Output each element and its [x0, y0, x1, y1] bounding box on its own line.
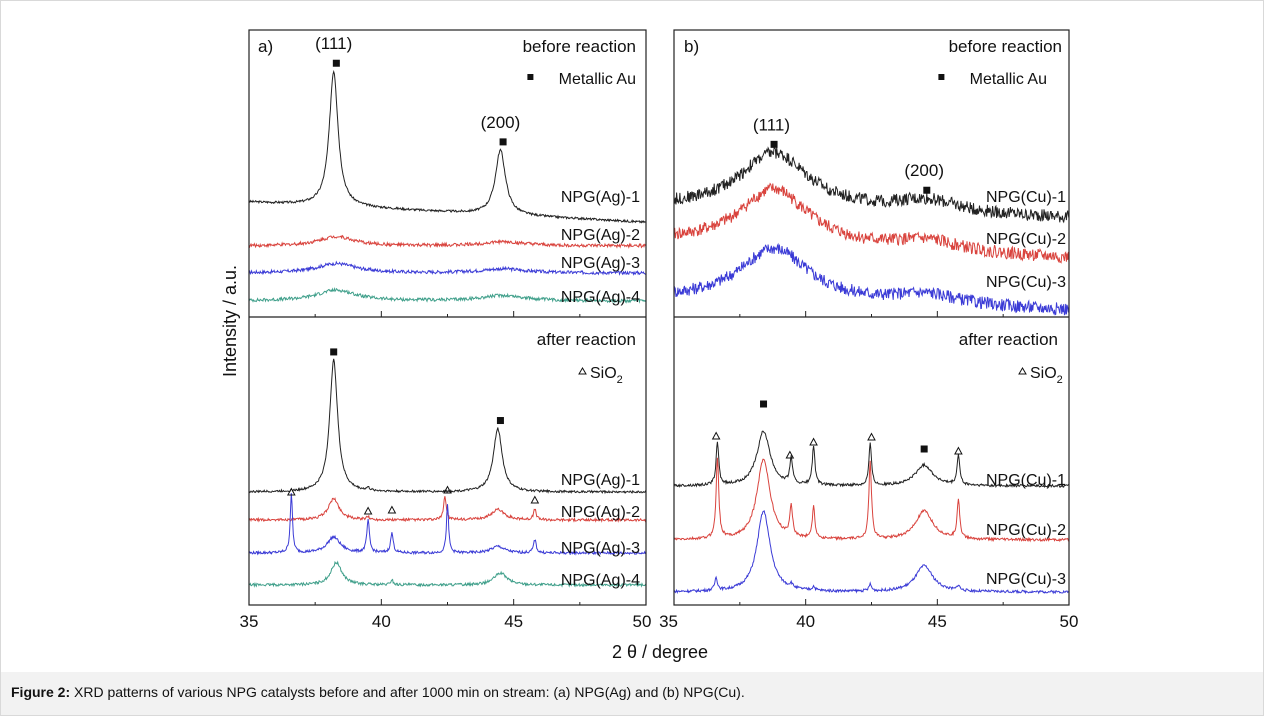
x-tick-label: 45 — [928, 612, 947, 631]
x-tick-label: 40 — [372, 612, 391, 631]
legend-text-main: SiO — [1030, 365, 1057, 382]
legend-text-sub: 2 — [617, 374, 623, 386]
panel-a-after: NPG(Ag)-1 NPG(Ag)-2 NPG(Ag)-3 NPG(Ag)-4 afte… — [249, 330, 646, 589]
figure-caption: Figure 2: XRD patterns of various NPG ca… — [11, 684, 745, 700]
sio2-triangle-marker — [785, 450, 795, 459]
series-line-NPG(Ag)-3 — [249, 260, 646, 276]
sio2-triangle-marker — [954, 446, 963, 455]
panel-header: after reaction — [959, 330, 1058, 349]
sio2-triangle-marker — [363, 506, 373, 515]
legend-text: SiO2 — [1030, 365, 1063, 386]
series-label: NPG(Cu)-1 — [986, 189, 1066, 206]
caption-bar: Figure 2: XRD patterns of various NPG ca… — [1, 672, 1263, 715]
miller-index-label: (200) — [904, 161, 944, 180]
au-square-marker — [770, 140, 778, 148]
x-tick-label: 45 — [504, 612, 523, 631]
legend-item: SiO2 — [1018, 365, 1063, 386]
series-line-NPG(Ag)-2 — [249, 496, 646, 523]
caption-text: XRD patterns of various NPG catalysts be… — [70, 684, 745, 700]
panel-b-after: NPG(Cu)-1 NPG(Cu)-2 NPG(Cu)-3 after reactio… — [674, 330, 1069, 595]
series-line-NPG(Cu)-2 — [674, 182, 1069, 264]
panel-header: before reaction — [949, 37, 1062, 56]
sio2-triangle-marker — [443, 485, 452, 494]
series-line-NPG(Cu)-3 — [674, 242, 1069, 316]
legend-triangle-marker — [1018, 367, 1027, 375]
series-label: NPG(Cu)-3 — [986, 571, 1066, 588]
au-square-marker — [923, 186, 931, 194]
sio2-triangle-marker — [387, 505, 397, 514]
series-line-NPG(Ag)-2 — [249, 234, 646, 249]
legend-item: Metallic Au — [938, 71, 1047, 88]
legend-item: Metallic Au — [527, 71, 636, 88]
panel-a-before: NPG(Ag)-1 NPG(Ag)-2 NPG(Ag)-3 NPG(Ag)-4 a) be… — [249, 34, 646, 306]
au-square-marker — [330, 348, 338, 356]
series-label: NPG(Cu)-2 — [986, 522, 1066, 539]
miller-index-label: (200) — [481, 113, 521, 132]
y-axis-label: Intensity / a.u. — [220, 265, 240, 377]
series-label: NPG(Ag)-4 — [561, 572, 640, 589]
series-label: NPG(Ag)-1 — [561, 189, 640, 206]
series-label: NPG(Cu)-3 — [986, 274, 1066, 291]
series-line-NPG(Ag)-4 — [249, 287, 646, 304]
series-group — [249, 69, 646, 304]
series-line-NPG(Ag)-1 — [249, 358, 646, 495]
x-tick-label: 40 — [796, 612, 815, 631]
series-group — [674, 430, 1069, 595]
series-label: NPG(Ag)-2 — [561, 504, 640, 521]
panel-label: b) — [684, 37, 699, 56]
x-tick-label: 50 — [1060, 612, 1079, 631]
legend-text-main: SiO — [590, 365, 617, 382]
series-label: NPG(Cu)-2 — [986, 231, 1066, 248]
series-label: NPG(Ag)-1 — [561, 472, 640, 489]
sio2-triangle-marker — [809, 437, 818, 446]
au-square-marker — [499, 138, 507, 146]
series-line-NPG(Cu)-3 — [674, 510, 1069, 595]
caption-label: Figure 2: — [11, 684, 71, 700]
series-label: NPG(Ag)-2 — [561, 227, 640, 244]
miller-index-label: (111) — [753, 115, 790, 134]
series-label: NPG(Ag)-3 — [561, 255, 640, 272]
sio2-triangle-marker — [867, 432, 876, 441]
x-tick-label: 50 — [633, 612, 652, 631]
au-square-marker — [920, 445, 928, 453]
legend-text: SiO2 — [590, 365, 623, 386]
panel-header: after reaction — [537, 330, 636, 349]
x-tick-label: 35 — [659, 612, 678, 631]
series-line-NPG(Ag)-4 — [249, 560, 646, 588]
axes-layer: 35 40 45 50 35 40 45 50 — [240, 29, 1079, 631]
legend-text-sub: 2 — [1057, 374, 1063, 386]
sio2-triangle-marker — [287, 487, 296, 496]
panels-layer: NPG(Ag)-1 NPG(Ag)-2 NPG(Ag)-3 NPG(Ag)-4 a) be… — [249, 34, 1069, 595]
panel-b-before: NPG(Cu)-1 NPG(Cu)-2 NPG(Cu)-3 b) before reac… — [674, 37, 1069, 316]
x-tick-label: 35 — [240, 612, 259, 631]
panel-header: before reaction — [523, 37, 636, 56]
panel-label: a) — [258, 37, 273, 56]
miller-index-label: (111) — [315, 34, 352, 53]
legend-square-marker — [527, 74, 534, 80]
legend-item: SiO2 — [578, 365, 623, 386]
sio2-triangle-marker — [530, 495, 540, 504]
series-line-NPG(Ag)-3 — [249, 493, 646, 556]
au-square-marker — [760, 400, 768, 408]
legend-square-marker — [938, 74, 945, 80]
series-line-NPG(Cu)-1 — [674, 430, 1069, 489]
au-square-marker — [496, 417, 504, 425]
legend-text: Metallic Au — [970, 71, 1047, 88]
series-line-NPG(Cu)-2 — [674, 457, 1069, 543]
series-group — [674, 146, 1069, 316]
xrd-figure: NPG(Ag)-1 NPG(Ag)-2 NPG(Ag)-3 NPG(Ag)-4 a) be… — [220, 29, 1079, 662]
x-axis-label: 2 θ / degree — [612, 642, 708, 662]
legend-triangle-marker — [578, 367, 587, 375]
series-line-NPG(Ag)-1 — [249, 69, 646, 224]
sio2-triangle-marker — [711, 431, 721, 440]
series-label: NPG(Ag)-4 — [561, 289, 640, 306]
series-group — [249, 358, 646, 588]
legend-text: Metallic Au — [559, 71, 636, 88]
series-line-NPG(Cu)-1 — [674, 146, 1069, 224]
series-label: NPG(Cu)-1 — [986, 472, 1066, 489]
au-square-marker — [332, 59, 340, 67]
series-label: NPG(Ag)-3 — [561, 540, 640, 557]
